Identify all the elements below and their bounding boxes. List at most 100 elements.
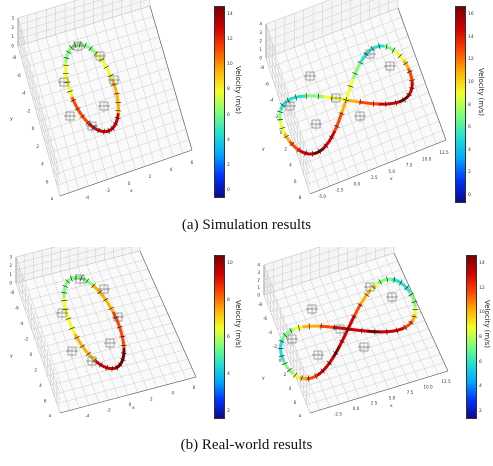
axis-ticks: -8 -6 -4 -2 0 2 4 6 8 y [10, 55, 54, 200]
heading-tick [79, 114, 86, 119]
real-ring-colorbar-label: Velocity (m/s) [234, 300, 242, 348]
axis-tick-label: 3 [11, 16, 14, 21]
axis-tick-label: 12.5 [439, 150, 449, 155]
heading-tick [289, 327, 293, 334]
heading-tick [411, 300, 418, 304]
heading-tick [293, 372, 298, 378]
trajectory [61, 274, 127, 372]
heading-tick [97, 127, 101, 134]
real-ring-colorbar [214, 255, 225, 419]
axis-ticks: -8 -6 -4 -2 0 2 4 6 8 y [258, 302, 302, 417]
colorbar-tick: 6 [227, 112, 230, 118]
heading-tick [97, 289, 103, 295]
heading-tick [401, 97, 406, 103]
heading-tick [289, 141, 295, 147]
axis-tick-label: 6 [44, 399, 47, 404]
axis-tick-label: 4 [41, 162, 44, 167]
axis-tick-label: 4 [289, 386, 292, 391]
axis-tick-label: -2 [107, 408, 112, 413]
gate-marker [64, 111, 76, 123]
axis-tick-label: 10.0 [422, 156, 432, 161]
axis-tick-label: 1 [259, 47, 262, 52]
heading-tick [408, 87, 415, 89]
axis-tick-label: 2 [284, 372, 287, 377]
heading-tick [278, 339, 285, 343]
axis-tick-label: 6 [191, 160, 194, 165]
heading-tick [326, 361, 332, 366]
axis-tick-label: 6 [294, 400, 297, 405]
axis-tick-label: 0 [279, 358, 282, 363]
axis-tick-label: 2 [149, 174, 152, 179]
axis-tick-label: -4 [19, 321, 24, 326]
heading-tick [278, 355, 285, 357]
colorbar-tick: 6 [479, 359, 482, 365]
axis-tick-label: 0 [9, 281, 12, 286]
heading-tick [62, 308, 69, 311]
axis-tick-label: 6 [46, 179, 49, 184]
colorbar-tick: 4 [468, 147, 471, 153]
heading-tick [359, 99, 361, 106]
heading-tick [298, 324, 300, 331]
heading-tick [103, 65, 110, 69]
axis-ticks: -8 -6 -4 -2 0 2 4 6 8 y [260, 65, 302, 200]
heading-tick [115, 364, 118, 371]
z-axis-ticks: 4 3 2 1 0 [259, 22, 262, 61]
colorbar-tick: 12 [227, 37, 233, 43]
colorbar-tick: 12 [468, 57, 474, 63]
heading-tick [351, 314, 357, 319]
real-figure8-3d-axes: 43210-8-6-4-202468y-5.0-2.50.02.55.07.51… [257, 247, 451, 417]
axis-tick-label: 2.5 [371, 175, 378, 180]
axis-tick-label: 0 [11, 44, 14, 49]
heading-tick [333, 324, 335, 331]
axis-tick-label: 1 [11, 34, 14, 39]
z-axis-ticks: 4 3 2 1 0 [257, 263, 260, 298]
axis-tick-label: 3 [257, 270, 260, 275]
colorbar-tick: 8 [468, 102, 471, 108]
real-figure8-plot: 43210-8-6-4-202468y-5.0-2.50.02.55.07.51… [250, 247, 493, 422]
axis-tick-label: 1 [9, 272, 12, 277]
axis-tick-label: 5.0 [388, 169, 395, 174]
sim-figure8-colorbar [455, 6, 466, 203]
axis-tick-label: 2 [257, 278, 260, 283]
heading-tick [105, 364, 109, 371]
heading-tick [295, 94, 297, 101]
gate-marker [386, 292, 398, 304]
axis-tick-label: -8 [258, 302, 263, 307]
axis-tick-label: 4 [259, 22, 262, 27]
heading-tick [338, 112, 345, 115]
axis-tick-label: 7.5 [407, 390, 414, 395]
heading-tick [357, 61, 364, 65]
heading-tick [61, 292, 68, 294]
heading-tick [119, 358, 126, 362]
axis-tick-label: 4 [257, 263, 260, 268]
heading-tick [406, 70, 413, 74]
heading-tick [62, 284, 69, 288]
gate-marker [312, 350, 324, 362]
heading-tick [386, 328, 388, 335]
axis-tick-label: -4 [21, 91, 26, 96]
axis-tick-label: 0 [128, 181, 131, 186]
heading-tick [406, 93, 412, 97]
axis-tick-label: 2 [9, 263, 12, 268]
colorbar-tick: 14 [468, 34, 474, 40]
axis-tick-label: 0 [259, 56, 262, 61]
heading-tick [65, 317, 72, 320]
gate-marker [364, 282, 376, 294]
trajectory-segment [107, 128, 113, 133]
heading-tick [79, 344, 86, 349]
axis-tick-label: 0 [30, 352, 33, 357]
gate-marker [108, 75, 120, 87]
gate-marker [112, 312, 124, 324]
heading-tick [282, 332, 288, 338]
heading-tick [378, 43, 381, 50]
heading-tick [378, 279, 383, 285]
gate-marker [310, 119, 322, 131]
heading-tick [408, 79, 415, 82]
axis-tick-label: 12.5 [441, 379, 451, 384]
axis-tick-label: -4 [269, 98, 274, 103]
colorbar-tick: 10 [227, 62, 233, 68]
